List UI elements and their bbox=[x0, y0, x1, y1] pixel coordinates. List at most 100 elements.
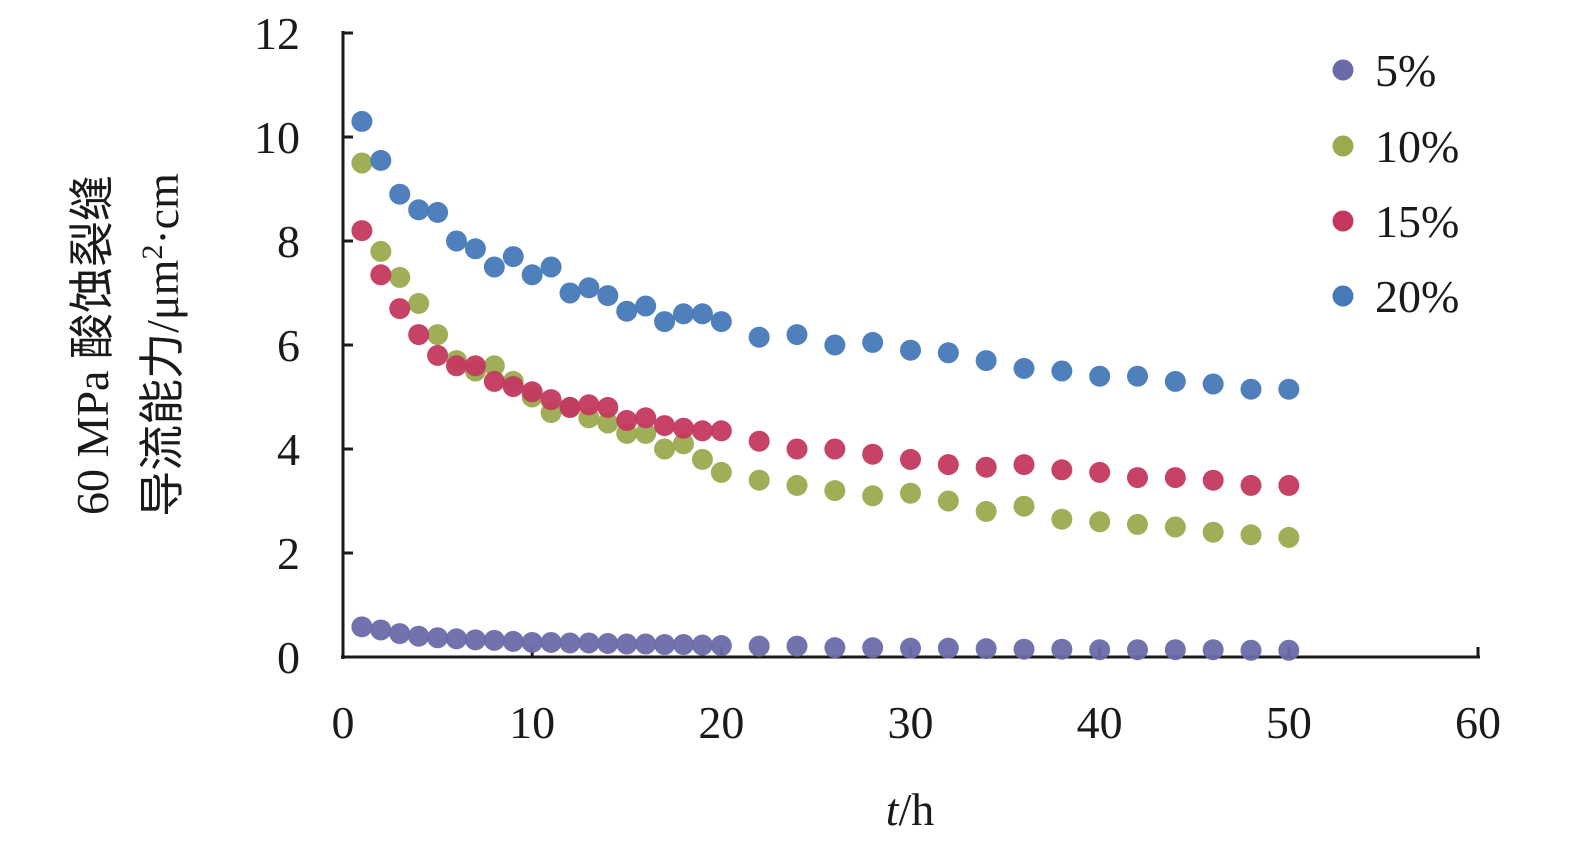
data-point bbox=[408, 625, 430, 647]
legend-marker bbox=[1332, 285, 1354, 307]
x-tick-label: 60 bbox=[1455, 697, 1501, 748]
data-point bbox=[1202, 521, 1224, 543]
y-axis-title-text: 导流能力/μm bbox=[137, 259, 188, 516]
data-point bbox=[521, 264, 543, 286]
data-point bbox=[370, 240, 392, 262]
data-point bbox=[370, 264, 392, 286]
legend-item: 5% bbox=[1332, 45, 1436, 96]
data-point bbox=[900, 637, 921, 659]
legend-marker bbox=[1332, 59, 1354, 81]
data-point bbox=[483, 256, 505, 278]
x-tick-label: 20 bbox=[698, 697, 744, 748]
data-point bbox=[1240, 639, 1262, 661]
data-point bbox=[691, 303, 713, 325]
data-point bbox=[1127, 513, 1148, 535]
data-point bbox=[1278, 526, 1300, 548]
data-point bbox=[1164, 516, 1186, 538]
data-point bbox=[1089, 365, 1111, 387]
data-point bbox=[502, 246, 524, 268]
data-point bbox=[616, 300, 638, 322]
data-point bbox=[710, 635, 732, 657]
legend-item: 10% bbox=[1332, 121, 1459, 172]
data-point bbox=[1278, 474, 1300, 496]
data-point bbox=[559, 282, 581, 304]
data-point bbox=[389, 623, 411, 645]
y-axis-title-superscript: 2 bbox=[136, 245, 169, 260]
data-point bbox=[710, 461, 732, 483]
data-point bbox=[1240, 524, 1262, 546]
data-point bbox=[464, 355, 486, 377]
data-point bbox=[502, 630, 524, 652]
data-point bbox=[408, 292, 430, 314]
x-axis-variable: t bbox=[886, 784, 900, 835]
data-point bbox=[635, 633, 657, 655]
data-point bbox=[1013, 454, 1035, 476]
data-point bbox=[578, 632, 600, 654]
data-point bbox=[654, 438, 676, 460]
legend-item: 15% bbox=[1332, 196, 1459, 247]
data-point bbox=[427, 627, 449, 649]
data-point bbox=[975, 500, 997, 522]
y-tick-label: 2 bbox=[277, 528, 300, 579]
data-point bbox=[370, 149, 392, 171]
data-point bbox=[975, 638, 997, 660]
data-point bbox=[635, 422, 657, 444]
data-point bbox=[691, 634, 713, 656]
data-point bbox=[862, 331, 884, 353]
data-point bbox=[483, 370, 505, 392]
data-point bbox=[635, 295, 657, 317]
data-point bbox=[654, 415, 676, 437]
data-point bbox=[975, 350, 997, 372]
y-axis-title-line2: 导流能力/μm2·cm bbox=[136, 173, 188, 517]
data-point bbox=[559, 632, 581, 654]
data-point bbox=[1089, 639, 1111, 661]
data-point bbox=[464, 629, 486, 651]
data-point bbox=[483, 629, 505, 651]
data-point bbox=[824, 334, 846, 356]
data-point bbox=[597, 412, 619, 434]
data-point bbox=[900, 339, 921, 361]
data-point bbox=[1051, 360, 1073, 382]
data-point bbox=[786, 324, 808, 346]
data-point bbox=[559, 396, 581, 418]
legend-marker bbox=[1332, 210, 1354, 232]
data-point bbox=[710, 311, 732, 333]
data-point bbox=[691, 420, 713, 442]
data-point bbox=[900, 482, 921, 504]
data-point bbox=[824, 637, 846, 659]
data-point bbox=[483, 355, 505, 377]
data-point bbox=[1278, 639, 1300, 661]
data-point bbox=[616, 409, 638, 431]
legend-label: 20% bbox=[1375, 271, 1459, 322]
data-point bbox=[1164, 639, 1186, 661]
data-point bbox=[540, 389, 562, 411]
data-point bbox=[370, 619, 392, 641]
data-point bbox=[502, 376, 524, 398]
data-point bbox=[975, 456, 997, 478]
data-point bbox=[1127, 467, 1148, 489]
x-axis-title: t/h bbox=[886, 784, 935, 835]
data-point bbox=[578, 394, 600, 416]
y-axis-title-line1: 60 MPa 酸蚀裂缝 bbox=[67, 175, 118, 515]
data-point bbox=[351, 152, 373, 174]
data-point bbox=[1051, 459, 1073, 481]
data-point bbox=[673, 417, 694, 439]
data-point bbox=[446, 628, 467, 650]
legend: 5% 10% 15% 20% bbox=[1332, 45, 1459, 322]
data-point bbox=[673, 303, 694, 325]
data-point bbox=[937, 637, 959, 659]
data-point bbox=[786, 635, 808, 657]
series-10% bbox=[351, 152, 1300, 548]
x-axis-unit: /h bbox=[899, 784, 935, 835]
data-point bbox=[540, 256, 562, 278]
data-point bbox=[673, 433, 694, 455]
x-tick-label: 0 bbox=[332, 697, 355, 748]
data-point bbox=[937, 454, 959, 476]
data-point bbox=[1013, 495, 1035, 517]
data-point bbox=[616, 633, 638, 655]
data-point bbox=[351, 616, 373, 638]
legend-marker bbox=[1332, 135, 1354, 157]
data-point bbox=[1202, 373, 1224, 395]
legend-label: 10% bbox=[1375, 121, 1459, 172]
